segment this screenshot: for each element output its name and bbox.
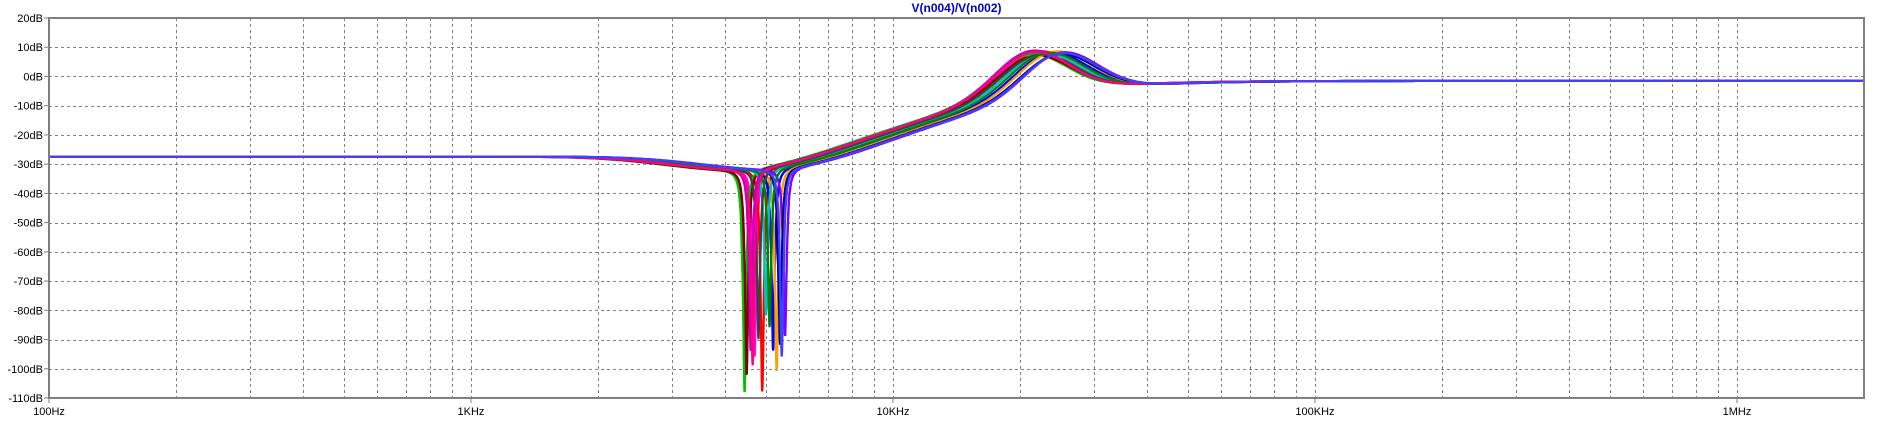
y-tick-label: -110dB <box>8 393 43 405</box>
y-tick-label: -10dB <box>14 101 43 113</box>
y-tick-label: 20dB <box>17 13 43 25</box>
series-notch-run7 <box>750 167 782 316</box>
y-axis-ticks: 20dB 10dB 0dB -10dB -20dB -30dB -40dB -50dB -60d… <box>8 13 49 405</box>
x-tick-label: 1KHz <box>458 406 485 418</box>
series-line-run14 <box>49 52 1864 335</box>
series-notch-run12 <box>753 167 786 328</box>
series-notch-run8 <box>769 167 801 337</box>
y-tick-label: 10dB <box>17 42 43 54</box>
y-tick-label: -30dB <box>14 159 43 171</box>
y-tick-label: -20dB <box>14 130 43 142</box>
y-tick-label: -100dB <box>8 364 43 376</box>
x-tick-label: 10KHz <box>876 406 909 418</box>
y-tick-label: 0dB <box>23 71 43 83</box>
chart-title: V(n004)/V(n002) <box>911 1 1001 15</box>
y-tick-label: -80dB <box>14 305 43 317</box>
y-tick-label: -50dB <box>14 218 43 230</box>
series-notch-run13 <box>737 168 769 366</box>
y-tick-label: -40dB <box>14 188 43 200</box>
x-tick-label: 100KHz <box>1295 406 1334 418</box>
series-notch-run14 <box>766 168 798 357</box>
y-tick-label: -60dB <box>14 247 43 259</box>
y-tick-label: -90dB <box>14 335 43 347</box>
x-tick-label: 100Hz <box>33 406 65 418</box>
y-tick-label: -70dB <box>14 276 43 288</box>
grid <box>49 18 1864 398</box>
x-axis-ticks: 100Hz 1KHz 10KHz 100KHz 1MHz <box>33 398 1751 418</box>
series-group <box>49 49 1864 393</box>
series-notch-run3 <box>729 169 761 393</box>
x-tick-label: 1MHz <box>1723 406 1752 418</box>
plot-frame <box>48 17 1865 399</box>
